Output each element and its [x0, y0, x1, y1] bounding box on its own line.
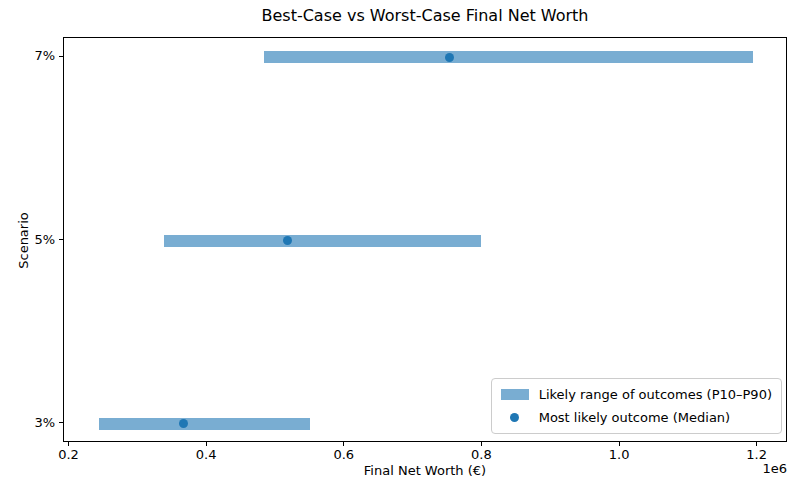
plot-area: Likely range of outcomes (P10–P90) Most l… [63, 37, 787, 442]
y-tick-mark [59, 239, 63, 240]
x-tick-mark [343, 442, 344, 446]
range-bar-3% [99, 418, 310, 430]
figure: Best-Case vs Worst-Case Final Net Worth … [0, 0, 800, 500]
y-tick-label: 5% [11, 232, 55, 248]
legend-item: Likely range of outcomes (P10–P90) [501, 386, 772, 403]
range-bar-7% [264, 51, 753, 63]
range-bar-5% [164, 235, 481, 247]
x-tick-label: 0.8 [459, 448, 503, 462]
legend-item-label: Likely range of outcomes (P10–P90) [539, 387, 772, 402]
legend-dot-slot [501, 413, 529, 422]
y-tick-mark [59, 422, 63, 423]
legend-item: Most likely outcome (Median) [501, 409, 772, 426]
x-axis-offset-label: 1e6 [727, 461, 787, 476]
x-tick-mark [68, 442, 69, 446]
y-tick-label: 7% [11, 48, 55, 64]
median-dot-legend-icon [510, 413, 519, 422]
x-axis-title: Final Net Worth (€) [63, 463, 787, 479]
range-bar-legend-icon [501, 389, 529, 400]
x-tick-label: 0.6 [322, 448, 366, 462]
x-tick-mark [206, 442, 207, 446]
y-tick-label: 3% [11, 415, 55, 431]
median-dot-7% [445, 53, 454, 62]
x-tick-mark [756, 442, 757, 446]
x-tick-label: 0.4 [184, 448, 228, 462]
x-tick-label: 1.2 [735, 448, 779, 462]
legend-patch-slot [501, 389, 529, 400]
chart-title: Best-Case vs Worst-Case Final Net Worth [63, 6, 787, 26]
x-tick-label: 1.0 [597, 448, 641, 462]
x-tick-mark [619, 442, 620, 446]
x-tick-label: 0.2 [47, 448, 91, 462]
median-dot-5% [283, 236, 292, 245]
y-tick-mark [59, 56, 63, 57]
legend: Likely range of outcomes (P10–P90) Most l… [491, 378, 782, 434]
x-tick-mark [481, 442, 482, 446]
legend-item-label: Most likely outcome (Median) [539, 410, 731, 425]
